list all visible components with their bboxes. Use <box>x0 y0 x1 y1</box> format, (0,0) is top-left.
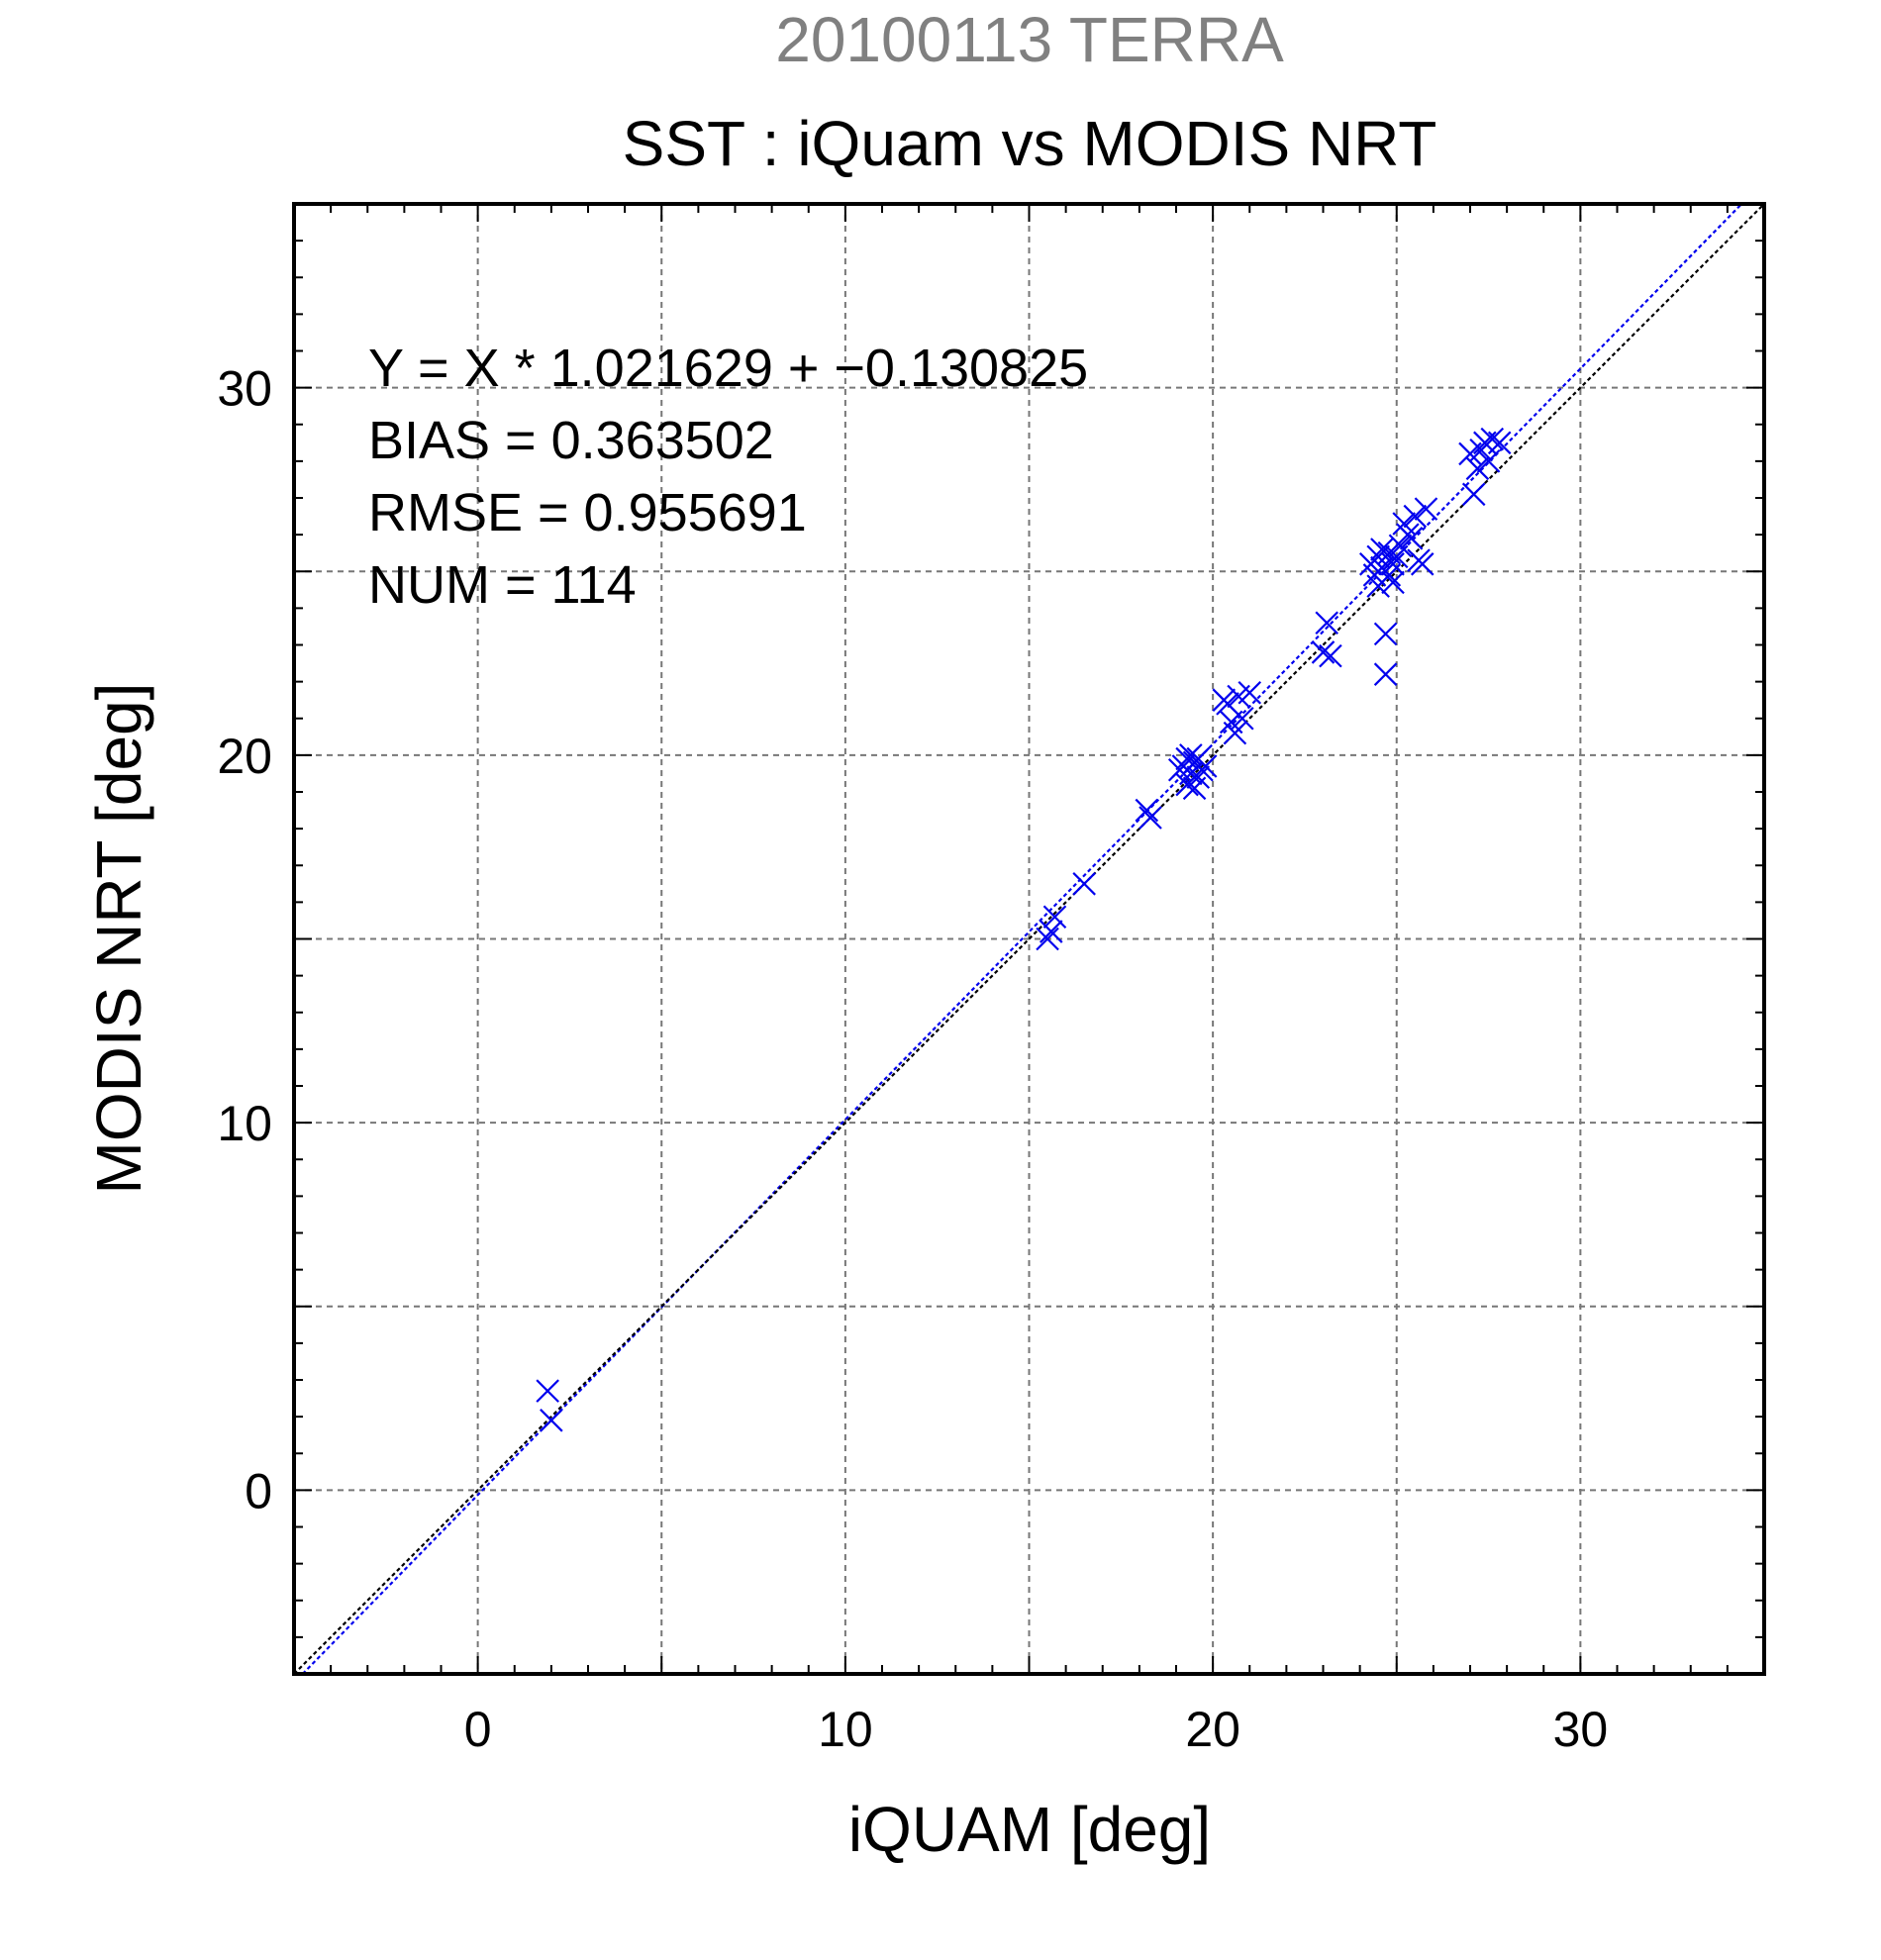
x-tick-label: 10 <box>818 1702 873 1757</box>
stats-annotations: Y = X * 1.021629 + −0.130825 BIAS = 0.363… <box>368 339 1088 615</box>
stats-annotation: Y = X * 1.021629 + −0.130825 <box>368 339 1088 398</box>
data-point <box>1399 527 1424 550</box>
data-point <box>1381 570 1405 595</box>
data-point <box>1179 743 1203 767</box>
data-point <box>1373 662 1398 686</box>
data-point <box>1319 643 1342 668</box>
data-point <box>1042 905 1067 930</box>
plot-frame <box>292 202 1766 1676</box>
data-point <box>1138 806 1162 830</box>
data-points <box>536 427 1512 1432</box>
data-point <box>1315 611 1338 636</box>
y-tick-label: 30 <box>217 361 272 417</box>
data-point <box>1193 754 1218 778</box>
x-tick-label: 20 <box>1185 1702 1240 1757</box>
stats-annotation: RMSE = 0.955691 <box>368 483 807 542</box>
stats-annotation: NUM = 114 <box>368 555 637 615</box>
data-point <box>1036 927 1059 951</box>
data-point <box>1238 680 1262 705</box>
chart-subtitle: SST : iQuam vs MODIS NRT <box>623 108 1437 179</box>
y-axis-label: MODIS NRT [deg] <box>83 683 154 1195</box>
data-point <box>540 1409 563 1432</box>
data-point <box>1476 449 1501 473</box>
data-point <box>1311 640 1336 664</box>
data-point <box>1381 552 1405 576</box>
data-point <box>1465 456 1490 481</box>
data-point <box>1410 552 1435 576</box>
y-tick-label: 0 <box>245 1463 272 1519</box>
data-point <box>1186 765 1211 789</box>
y-tick-label: 20 <box>217 729 272 784</box>
data-point <box>1461 482 1486 507</box>
stats-annotation: BIAS = 0.363502 <box>368 411 774 470</box>
x-axis-label: iQUAM [deg] <box>848 1794 1211 1865</box>
data-point <box>536 1379 559 1403</box>
x-tick-label: 0 <box>464 1702 492 1757</box>
data-point <box>1370 538 1394 561</box>
data-point <box>1072 872 1096 896</box>
grid-lines <box>294 204 1764 1674</box>
data-point <box>1223 721 1247 745</box>
line-identity <box>293 203 1765 1675</box>
x-tick-label: 30 <box>1553 1702 1609 1757</box>
data-point <box>1403 504 1428 529</box>
chart-title: 20100113 TERRA <box>775 4 1284 75</box>
data-point <box>1231 706 1254 731</box>
data-point <box>1414 497 1438 521</box>
data-point <box>1135 798 1159 823</box>
data-point <box>1487 431 1512 455</box>
data-point <box>1040 920 1063 943</box>
y-tick-label: 10 <box>217 1096 272 1151</box>
data-point <box>1373 622 1398 646</box>
data-point <box>1480 427 1505 451</box>
data-point <box>1388 534 1413 558</box>
